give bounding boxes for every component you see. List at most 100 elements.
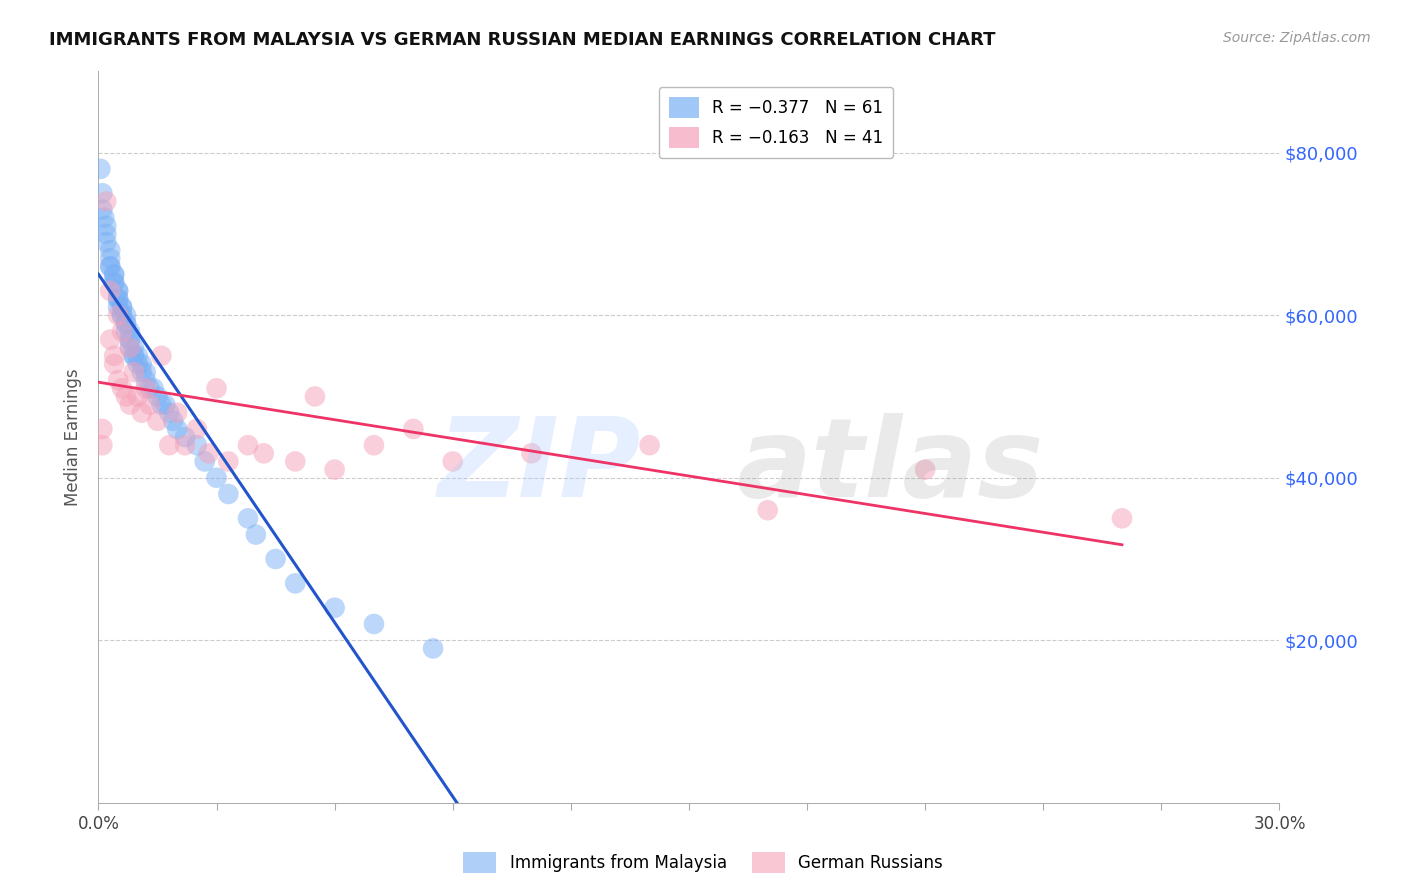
Point xyxy=(253,446,276,460)
Point xyxy=(638,438,661,452)
Point xyxy=(323,600,346,615)
Point xyxy=(127,389,149,403)
Point xyxy=(111,300,134,314)
Point xyxy=(118,398,141,412)
Point xyxy=(217,487,239,501)
Point xyxy=(98,260,121,274)
Point xyxy=(118,341,141,355)
Point xyxy=(174,438,197,452)
Point xyxy=(107,308,129,322)
Point xyxy=(96,194,118,209)
Point xyxy=(138,381,160,395)
Point xyxy=(118,325,141,339)
Y-axis label: Median Earnings: Median Earnings xyxy=(65,368,83,506)
Point xyxy=(245,527,267,541)
Point xyxy=(115,325,138,339)
Point xyxy=(304,389,326,403)
Point xyxy=(103,268,125,282)
Point xyxy=(122,341,145,355)
Point xyxy=(122,349,145,363)
Point xyxy=(115,389,138,403)
Point xyxy=(98,243,121,257)
Point xyxy=(131,365,153,379)
Point xyxy=(118,333,141,347)
Point xyxy=(103,276,125,290)
Point xyxy=(756,503,779,517)
Point xyxy=(107,292,129,306)
Point xyxy=(284,454,307,468)
Text: Source: ZipAtlas.com: Source: ZipAtlas.com xyxy=(1223,31,1371,45)
Point xyxy=(131,406,153,420)
Point xyxy=(103,349,125,363)
Text: ZIP: ZIP xyxy=(439,413,641,520)
Text: IMMIGRANTS FROM MALAYSIA VS GERMAN RUSSIAN MEDIAN EARNINGS CORRELATION CHART: IMMIGRANTS FROM MALAYSIA VS GERMAN RUSSI… xyxy=(49,31,995,49)
Legend: Immigrants from Malaysia, German Russians: Immigrants from Malaysia, German Russian… xyxy=(456,846,950,880)
Point xyxy=(107,300,129,314)
Point xyxy=(194,454,217,468)
Point xyxy=(96,219,118,233)
Point xyxy=(122,349,145,363)
Point xyxy=(103,276,125,290)
Point xyxy=(217,454,239,468)
Point xyxy=(91,422,114,436)
Point xyxy=(91,186,114,201)
Point xyxy=(186,422,208,436)
Point xyxy=(520,446,543,460)
Point xyxy=(166,406,188,420)
Point xyxy=(111,325,134,339)
Point xyxy=(135,365,157,379)
Point xyxy=(157,406,180,420)
Point xyxy=(103,357,125,371)
Point xyxy=(166,422,188,436)
Point xyxy=(236,511,259,525)
Point xyxy=(122,365,145,379)
Point xyxy=(111,381,134,395)
Point xyxy=(205,381,228,395)
Point xyxy=(107,292,129,306)
Point xyxy=(115,316,138,330)
Point xyxy=(98,284,121,298)
Text: atlas: atlas xyxy=(737,413,1043,520)
Point xyxy=(264,552,287,566)
Point xyxy=(138,398,160,412)
Point xyxy=(96,227,118,241)
Point xyxy=(103,268,125,282)
Point xyxy=(115,308,138,322)
Point xyxy=(197,446,219,460)
Point xyxy=(186,438,208,452)
Point xyxy=(157,438,180,452)
Point xyxy=(111,300,134,314)
Point xyxy=(98,260,121,274)
Point xyxy=(1111,511,1133,525)
Point xyxy=(284,576,307,591)
Point xyxy=(107,284,129,298)
Point xyxy=(150,349,173,363)
Point xyxy=(118,333,141,347)
Point xyxy=(150,398,173,412)
Point xyxy=(89,161,111,176)
Point xyxy=(107,284,129,298)
Point xyxy=(146,414,169,428)
Point xyxy=(111,308,134,322)
Point xyxy=(118,341,141,355)
Point xyxy=(115,316,138,330)
Point xyxy=(96,235,118,249)
Point xyxy=(363,438,385,452)
Point xyxy=(98,252,121,266)
Point xyxy=(91,202,114,217)
Point xyxy=(135,373,157,387)
Point xyxy=(142,381,165,395)
Point xyxy=(91,438,114,452)
Point xyxy=(402,422,425,436)
Point xyxy=(205,471,228,485)
Point xyxy=(162,414,184,428)
Point xyxy=(146,389,169,403)
Point xyxy=(93,211,115,225)
Point xyxy=(127,349,149,363)
Point xyxy=(323,462,346,476)
Point xyxy=(914,462,936,476)
Point xyxy=(363,617,385,632)
Point xyxy=(236,438,259,452)
Point xyxy=(174,430,197,444)
Point xyxy=(127,357,149,371)
